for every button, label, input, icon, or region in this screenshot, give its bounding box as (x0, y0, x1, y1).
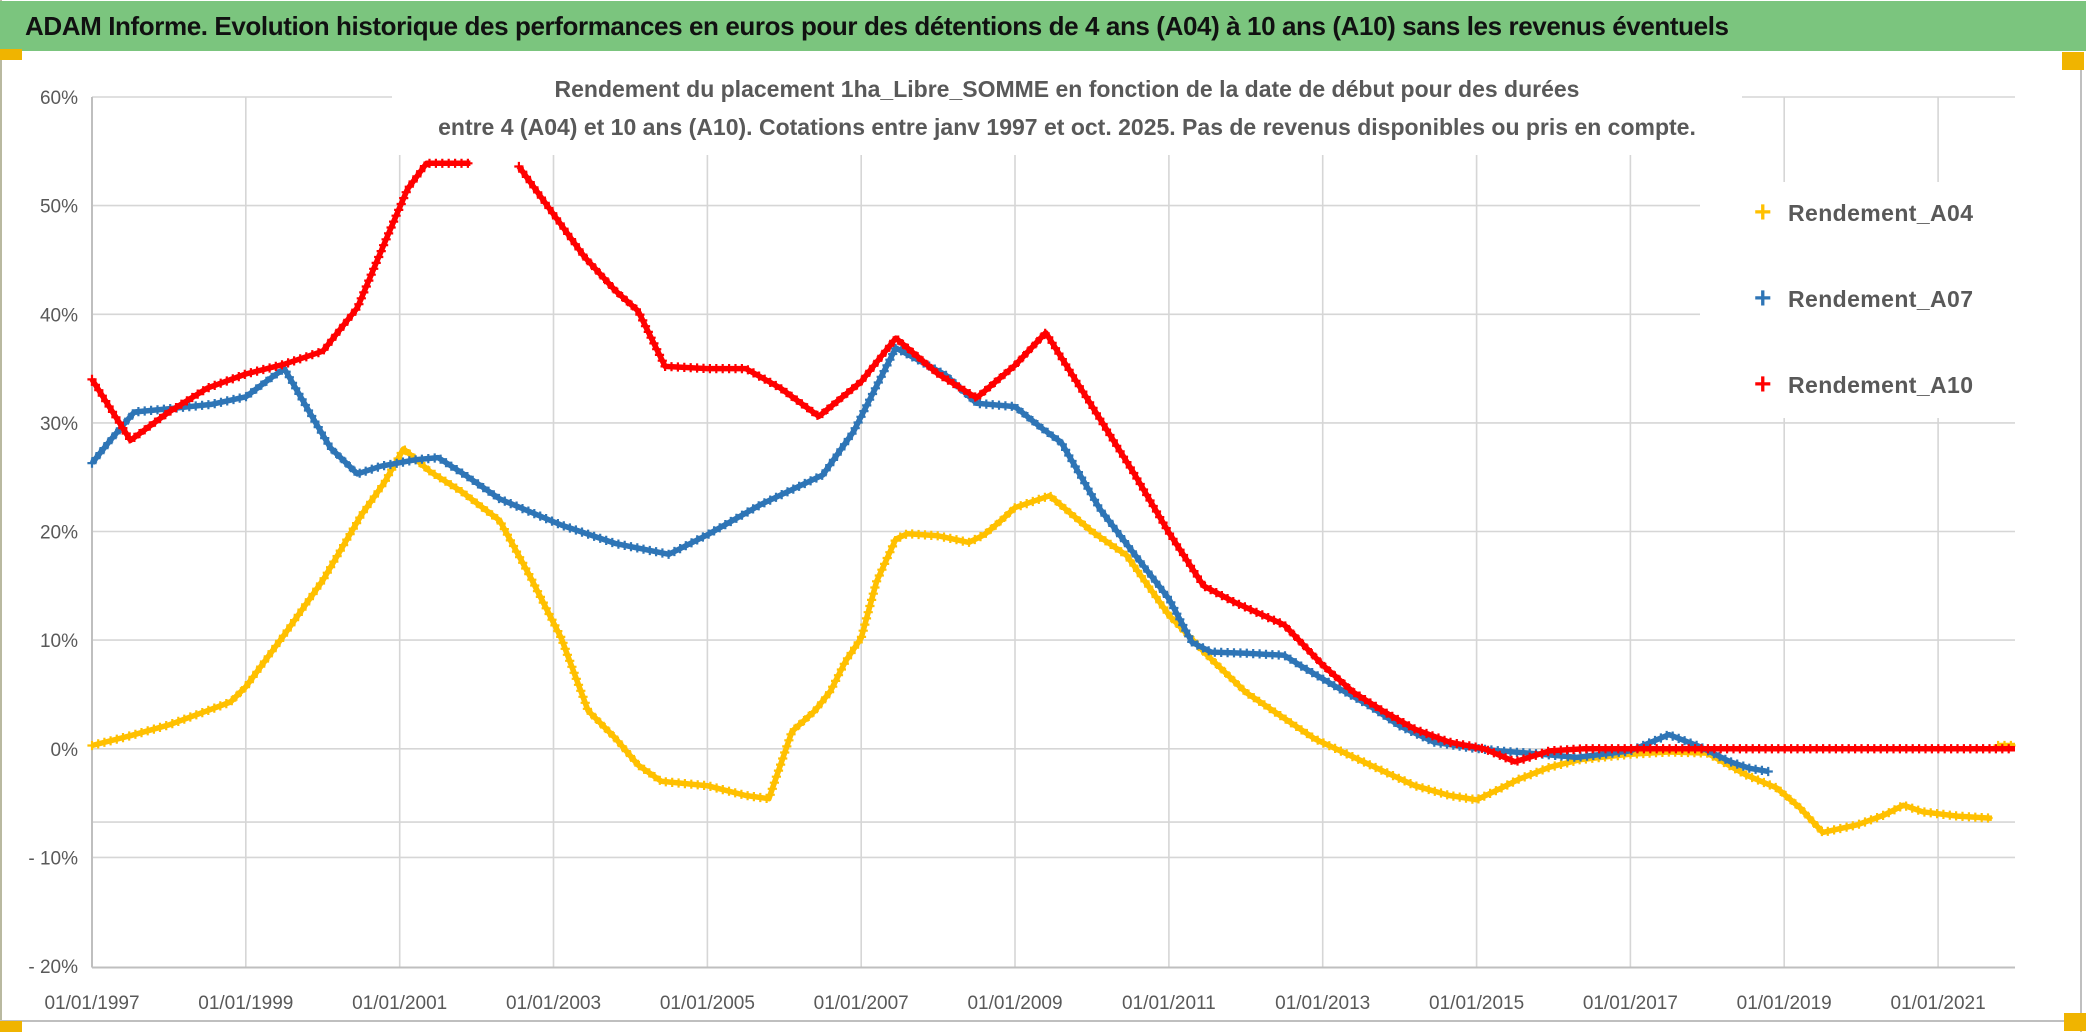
y-axis-label: 60% (40, 88, 78, 109)
y-axis-label: 40% (40, 305, 78, 326)
y-axis-label: 20% (40, 523, 78, 544)
x-axis-label: 01/01/2013 (1275, 993, 1370, 1014)
series-Rendement_A07 (87, 343, 1773, 777)
x-axis-label: 01/01/2005 (660, 993, 755, 1014)
x-axis-label: 01/01/2011 (1122, 993, 1216, 1014)
y-axis-label: 30% (40, 414, 78, 435)
corner-mark-bottom-right (2064, 1013, 2086, 1031)
y-axis-label: - 10% (28, 848, 78, 869)
x-axis-label: 01/01/2001 (352, 993, 447, 1014)
title-bar: ADAM Informe. Evolution historique des p… (0, 1, 2086, 51)
chart-title-line1: Rendement du placement 1ha_Libre_SOMME e… (554, 76, 1580, 102)
page-bottom-border (0, 1020, 2086, 1022)
chart-title-line2: entre 4 (A04) et 10 ans (A10). Cotations… (438, 114, 1696, 140)
y-axis-label: - 20% (28, 957, 78, 978)
legend-item: + Rendement_A10 (1754, 370, 2016, 400)
plus-marker-icon: + (1754, 196, 1772, 229)
y-axis-label: 10% (40, 631, 78, 652)
x-axis-label: 01/01/1997 (44, 993, 139, 1014)
x-axis-label: 01/01/2007 (814, 993, 909, 1014)
legend: + Rendement_A04 + Rendement_A07 + Rendem… (1700, 182, 2016, 418)
series-line (89, 345, 1770, 775)
series-markers (87, 343, 1773, 777)
series-Rendement_A10 (87, 158, 2015, 766)
x-axis-label: 01/01/2021 (1891, 993, 1986, 1014)
x-axis-label: 01/01/2009 (967, 993, 1062, 1014)
legend-label: Rendement_A10 (1788, 371, 1974, 398)
y-axis-label: 0% (51, 740, 79, 761)
series-markers (514, 161, 2014, 766)
x-axis-label: 01/01/2017 (1583, 993, 1678, 1014)
chart-title: Rendement du placement 1ha_Libre_SOMME e… (392, 58, 1742, 155)
page-left-border (0, 0, 2, 1032)
x-axis-label: 01/01/2015 (1429, 993, 1524, 1014)
y-axis-label: 50% (40, 197, 78, 218)
corner-mark-top-right (2062, 52, 2084, 70)
x-axis-label: 01/01/2003 (506, 993, 601, 1014)
corner-mark-top-left (0, 49, 22, 60)
legend-label: Rendement_A04 (1788, 199, 1974, 226)
legend-item: + Rendement_A07 (1754, 284, 2016, 314)
series-markers (87, 158, 473, 444)
page-right-border (2080, 52, 2082, 1032)
x-axis-label: 01/01/2019 (1737, 993, 1832, 1014)
legend-label: Rendement_A07 (1788, 285, 1974, 312)
x-axis-label: 01/01/1999 (198, 993, 293, 1014)
plus-marker-icon: + (1754, 282, 1772, 315)
plus-marker-icon: + (1754, 368, 1772, 401)
page-title: ADAM Informe. Evolution historique des p… (25, 10, 1729, 41)
series-markers (1993, 740, 2016, 751)
axis-labels: 60% 50% 40% 30% 20% 10% 0% - 10% - 20% 01/01/1997… (28, 88, 1985, 1014)
series-markers (87, 445, 1993, 837)
axis-borders (91, 97, 2015, 969)
legend-item: + Rendement_A04 (1754, 198, 2016, 228)
corner-mark-bottom-left (0, 1021, 22, 1032)
